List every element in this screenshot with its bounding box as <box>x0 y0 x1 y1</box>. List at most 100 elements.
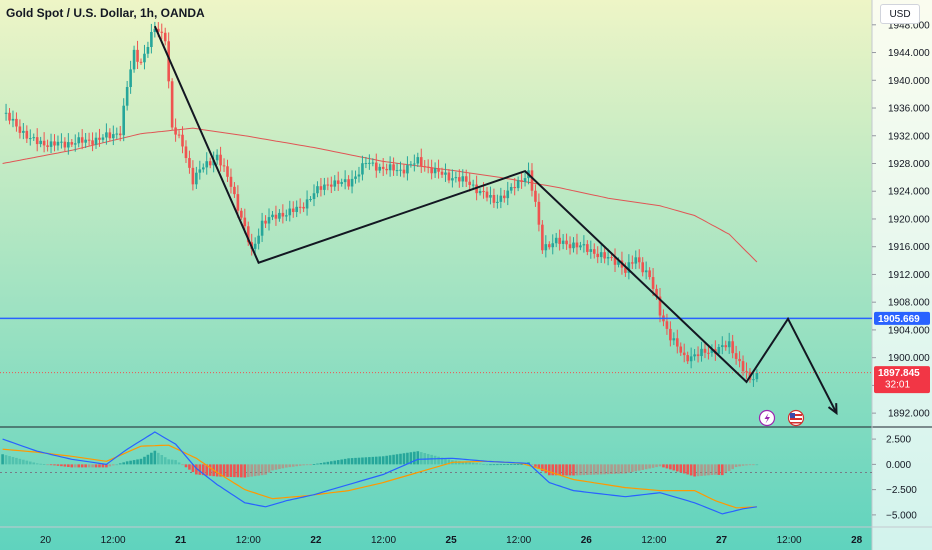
candle-body <box>18 126 22 133</box>
candle-body <box>374 162 378 171</box>
event-icon-lightning[interactable] <box>758 409 776 427</box>
candle-body <box>371 162 375 164</box>
macd-histogram-bar <box>63 464 67 467</box>
candle-body <box>319 186 323 190</box>
macd-tick-label: −2.500 <box>886 485 917 496</box>
macd-histogram-bar <box>672 464 676 471</box>
macd-histogram-bar <box>364 457 368 465</box>
candle-body <box>32 137 36 139</box>
candle-body <box>118 133 122 136</box>
candle-body <box>599 252 603 258</box>
macd-histogram-bar <box>558 464 561 476</box>
axis-panel-background <box>872 0 932 550</box>
macd-histogram-bar <box>56 464 60 466</box>
time-tick-label: 12:00 <box>101 535 126 546</box>
candle-body <box>129 69 132 88</box>
candle-body <box>22 130 25 133</box>
macd-histogram-bar <box>686 464 689 475</box>
candle-body <box>606 257 610 259</box>
macd-histogram-bar <box>150 452 153 465</box>
macd-histogram-bar <box>136 459 139 465</box>
candle-body <box>669 328 672 341</box>
trend-drawing-path[interactable] <box>153 25 838 414</box>
candle-body <box>530 170 534 191</box>
candle-body <box>451 178 454 181</box>
macd-histogram-bar <box>278 464 281 470</box>
horizontal-line[interactable]: 1905.669 <box>0 311 930 325</box>
macd-histogram-bar <box>433 455 437 465</box>
macd-histogram-bar <box>333 460 337 465</box>
macd-histogram-bar <box>444 458 447 465</box>
candle-body <box>426 166 430 168</box>
macd-histogram-bar <box>108 464 112 467</box>
candle-body <box>177 134 181 136</box>
candle-body <box>489 194 492 198</box>
macd-histogram-bar <box>112 464 115 466</box>
candle-body <box>589 249 593 252</box>
macd-histogram-bar <box>174 460 177 465</box>
macd-histogram-bar <box>447 459 451 465</box>
macd-histogram-bar <box>554 464 558 476</box>
candle-body <box>101 137 105 140</box>
macd-histogram-bar <box>343 458 347 465</box>
macd-histogram-bar <box>409 452 413 465</box>
candle-body <box>461 176 465 182</box>
macd-histogram-bar <box>291 464 295 467</box>
macd-histogram-bar <box>496 464 499 466</box>
candle-body <box>67 142 70 148</box>
candle-body <box>558 237 561 244</box>
price-tick-label: 1912.000 <box>888 270 930 281</box>
macd-histogram-bar <box>634 464 638 472</box>
macd-histogram-bar <box>700 464 703 476</box>
macd-histogram-bar <box>257 464 260 476</box>
candle-body <box>222 165 226 167</box>
candle-body <box>406 165 409 174</box>
candle-body <box>610 257 613 259</box>
candle-body <box>392 164 395 171</box>
trend-drawing-arrowhead[interactable] <box>827 403 838 416</box>
candle-body <box>537 201 541 225</box>
candle-body <box>516 180 520 189</box>
last-price-label-bg <box>874 366 930 394</box>
candle-body <box>679 346 683 353</box>
macd-histogram-bar <box>354 457 357 465</box>
candle-body <box>682 352 686 356</box>
macd-histogram-bar <box>8 456 11 465</box>
candle-body <box>163 32 167 42</box>
time-tick-label: 21 <box>175 535 187 546</box>
price-axis: 1892.0001896.0001900.0001904.0001908.000… <box>872 20 930 420</box>
candle-body <box>513 186 516 189</box>
currency-button[interactable]: USD <box>880 4 920 24</box>
macd-histogram-bar <box>157 452 160 465</box>
candle-body <box>651 277 655 289</box>
candle-body <box>271 214 274 218</box>
macd-histogram-bar <box>35 463 39 465</box>
macd-histogram-bar <box>458 461 461 465</box>
candle-body <box>336 180 340 184</box>
candle-body <box>485 191 489 198</box>
candle-body <box>655 288 658 297</box>
macd-histogram-bar <box>222 464 226 477</box>
candle-body <box>267 217 271 224</box>
candle-body <box>727 341 731 348</box>
candle-body <box>198 169 202 173</box>
macd-histogram-bar <box>648 464 651 469</box>
candle-body <box>368 162 371 164</box>
candle-body <box>309 199 312 201</box>
macd-histogram-bar <box>371 456 375 465</box>
macd-histogram-bar <box>139 458 143 465</box>
macd-histogram-bar <box>592 464 596 475</box>
candle-body <box>603 252 606 259</box>
candle-body <box>212 160 215 166</box>
candle-body <box>402 169 406 174</box>
candle-body <box>617 260 620 265</box>
event-icon-us-flag[interactable] <box>787 409 805 427</box>
macd-histogram-bar <box>77 464 81 468</box>
macd-histogram-bar <box>748 464 752 466</box>
macd-histogram-bar <box>319 463 323 465</box>
macd-histogram-bar <box>336 460 340 465</box>
macd-histogram-bar <box>274 464 278 470</box>
macd-histogram-bar <box>606 464 610 475</box>
price-tick-label: 1916.000 <box>888 242 930 253</box>
